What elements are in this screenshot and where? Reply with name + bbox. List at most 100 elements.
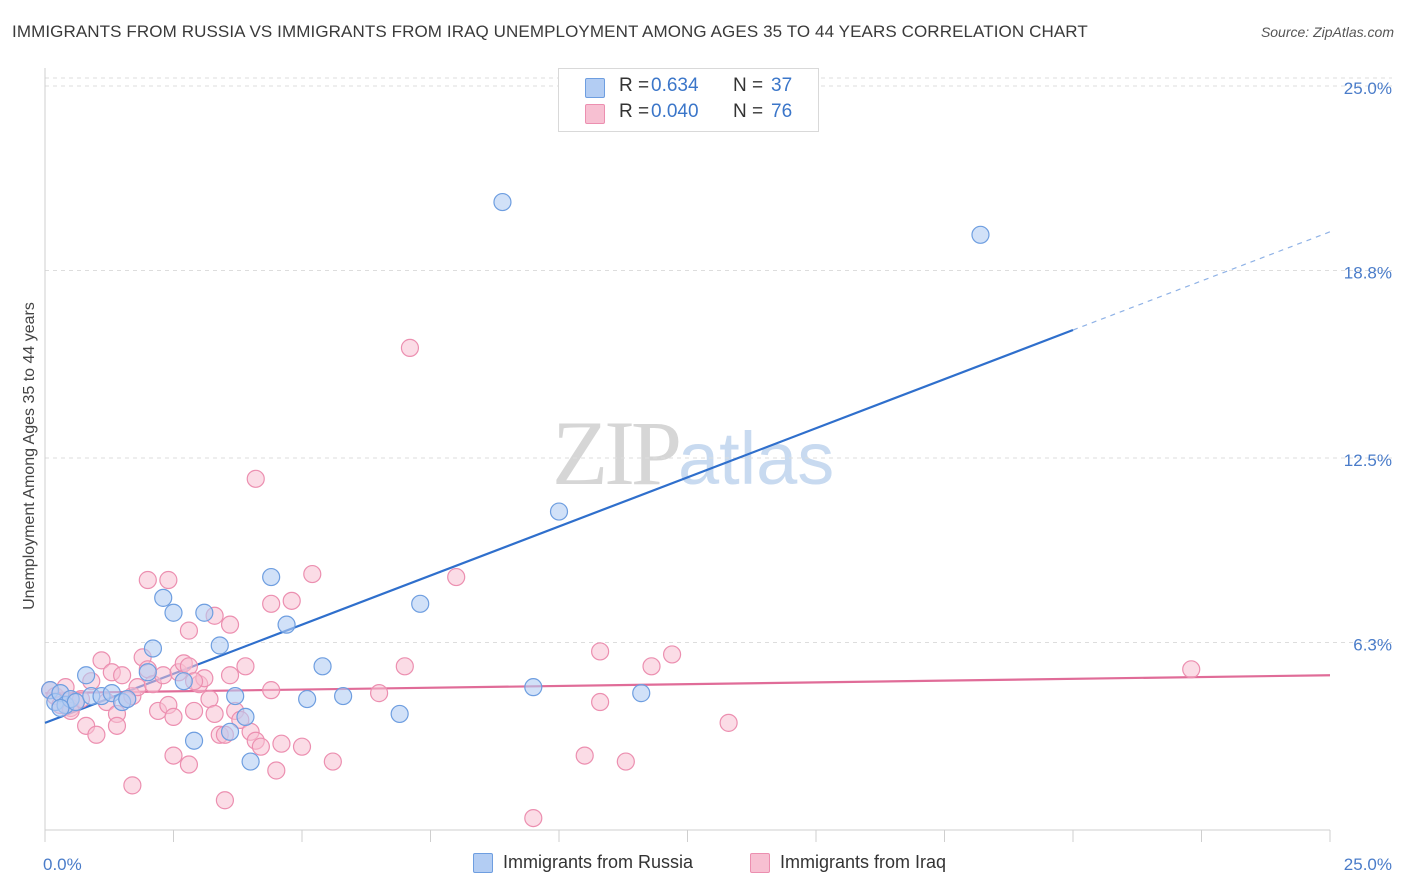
iraq-point <box>719 713 738 732</box>
russia-point <box>524 678 543 697</box>
russia-point <box>971 225 990 244</box>
y-tick-label: 18.8% <box>1344 264 1392 283</box>
russia-point <box>236 707 255 727</box>
iraq-point <box>179 621 199 640</box>
iraq-point <box>184 701 204 721</box>
x-tick-label: 0.0% <box>43 855 82 874</box>
iraq-point <box>323 752 342 771</box>
iraq-point <box>267 761 286 780</box>
legend-russia-label: Immigrants from Russia <box>503 852 694 872</box>
russia-point <box>493 192 512 212</box>
russia-r-label: R = <box>619 75 650 96</box>
iraq-point <box>575 746 594 765</box>
russia-point <box>77 666 96 685</box>
legend-iraq-swatch <box>750 853 770 873</box>
iraq-point <box>524 808 543 828</box>
iraq-point <box>154 666 173 685</box>
iraq-point <box>236 657 255 676</box>
legend-iraq-label: Immigrants from Iraq <box>780 852 947 872</box>
iraq-point <box>272 734 291 753</box>
russia-r-value: 0.634 <box>651 75 699 96</box>
iraq-point <box>292 737 312 756</box>
iraq-point <box>215 791 234 810</box>
iraq-point <box>400 338 420 357</box>
russia-point <box>226 686 245 706</box>
iraq-point <box>447 567 466 587</box>
russia-point <box>174 672 193 691</box>
iraq-point <box>179 755 199 774</box>
iraq-point <box>642 657 661 676</box>
iraq-point <box>159 570 178 590</box>
russia-trend-extension <box>1072 231 1331 331</box>
russia-point <box>390 704 409 724</box>
iraq-point <box>262 681 281 700</box>
data-points <box>41 192 1201 828</box>
iraq-r-label: R = <box>619 101 650 122</box>
russia-point <box>262 567 281 587</box>
russia-point <box>334 686 353 706</box>
iraq-point <box>616 752 635 771</box>
chart-title: IMMIGRANTS FROM RUSSIA VS IMMIGRANTS FRO… <box>12 22 1088 41</box>
iraq-point <box>205 704 224 724</box>
iraq-point <box>107 716 127 735</box>
iraq-point <box>282 591 301 610</box>
iraq-point <box>112 666 132 685</box>
grid-lines <box>45 77 1392 644</box>
russia-point <box>313 657 332 676</box>
russia-trend-line <box>44 329 1074 724</box>
x-tick-label: 25.0% <box>1344 855 1392 874</box>
legend-russia-swatch <box>473 853 493 873</box>
iraq-point <box>251 737 270 756</box>
iraq-point <box>246 469 265 488</box>
iraq-point <box>591 642 610 661</box>
iraq-point <box>370 684 389 703</box>
tick-labels: 6.3% 12.5% 18.8% 25.0% 0.0% 25.0% <box>43 79 1392 874</box>
iraq-point <box>87 725 106 744</box>
russia-point <box>164 603 183 622</box>
iraq-point <box>220 666 240 685</box>
russia-point <box>66 692 85 712</box>
iraq-trend-line <box>44 674 1331 695</box>
iraq-n-label: N = <box>733 101 764 122</box>
correlation-legend: R = 0.634 N = 37 R = 0.040 N = 76 <box>558 68 819 132</box>
iraq-swatch <box>585 104 605 124</box>
iraq-point <box>662 645 682 664</box>
russia-point <box>411 594 430 613</box>
russia-point <box>210 636 229 655</box>
russia-point <box>298 689 317 709</box>
russia-point <box>549 502 569 521</box>
russia-n-value: 37 <box>771 75 793 96</box>
iraq-point <box>138 570 157 590</box>
russia-point <box>632 684 651 703</box>
iraq-r-value: 0.040 <box>651 101 699 122</box>
russia-point <box>118 689 137 709</box>
trend-lines <box>44 231 1331 724</box>
iraq-n-value: 76 <box>771 101 793 122</box>
russia-point <box>195 603 214 622</box>
iraq-point <box>164 746 183 765</box>
russia-point <box>51 698 70 718</box>
russia-point <box>277 615 296 634</box>
iraq-point <box>591 692 610 712</box>
y-tick-label: 25.0% <box>1344 79 1392 98</box>
iraq-point <box>395 657 414 676</box>
iraq-point <box>262 594 281 613</box>
axes <box>44 68 1331 842</box>
y-tick-label: 6.3% <box>1353 636 1392 655</box>
russia-point <box>241 752 260 771</box>
iraq-point <box>164 707 183 727</box>
iraq-point <box>1182 660 1201 679</box>
y-tick-label: 12.5% <box>1344 451 1392 470</box>
russia-point <box>143 639 163 658</box>
russia-n-label: N = <box>733 75 764 96</box>
iraq-point <box>92 651 111 670</box>
russia-point <box>138 663 157 682</box>
russia-point <box>184 731 204 750</box>
iraq-point <box>303 564 322 584</box>
russia-swatch <box>585 78 605 98</box>
iraq-point <box>220 615 240 634</box>
iraq-point <box>123 776 142 795</box>
source-credit: Source: ZipAtlas.com <box>1260 24 1394 40</box>
russia-point <box>154 588 173 607</box>
